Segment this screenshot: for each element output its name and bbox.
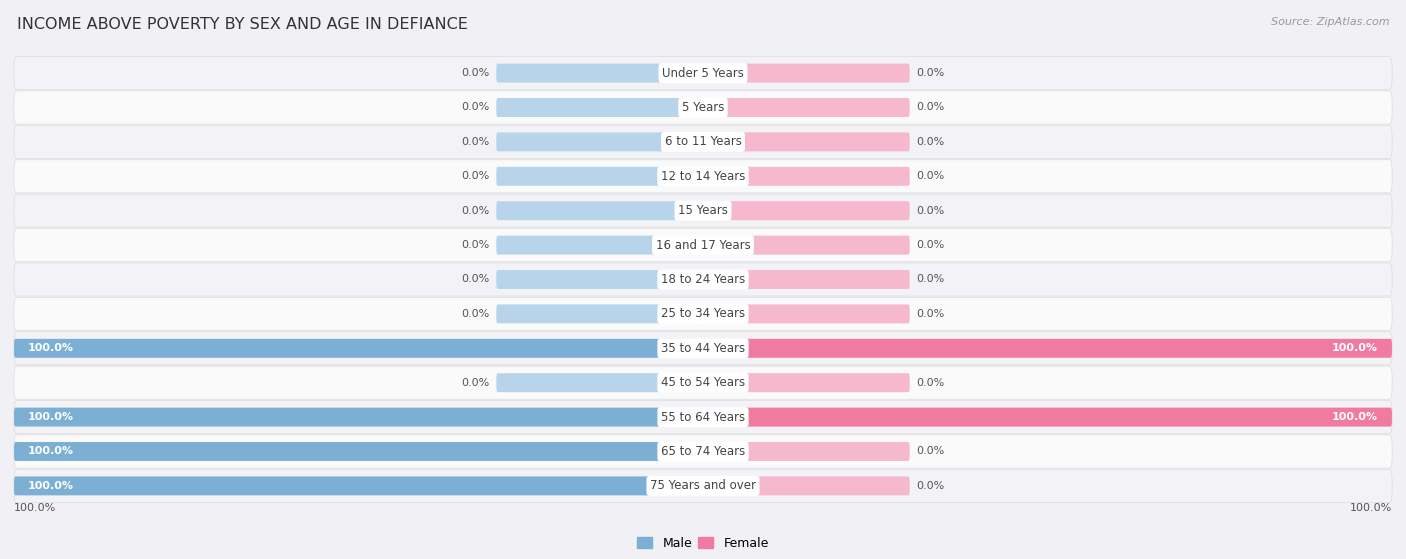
Text: 0.0%: 0.0% [461, 68, 489, 78]
FancyBboxPatch shape [703, 64, 910, 83]
FancyBboxPatch shape [14, 339, 703, 358]
Text: 0.0%: 0.0% [917, 137, 945, 147]
FancyBboxPatch shape [14, 91, 1392, 124]
FancyBboxPatch shape [14, 229, 1392, 262]
FancyBboxPatch shape [703, 476, 910, 495]
Text: 0.0%: 0.0% [917, 274, 945, 285]
Text: 55 to 64 Years: 55 to 64 Years [661, 411, 745, 424]
FancyBboxPatch shape [496, 167, 703, 186]
Text: 0.0%: 0.0% [917, 68, 945, 78]
Text: 0.0%: 0.0% [461, 102, 489, 112]
Legend: Male, Female: Male, Female [633, 532, 773, 555]
Text: 5 Years: 5 Years [682, 101, 724, 114]
FancyBboxPatch shape [14, 56, 1392, 89]
Text: 0.0%: 0.0% [461, 309, 489, 319]
FancyBboxPatch shape [14, 125, 1392, 158]
Text: 0.0%: 0.0% [917, 378, 945, 388]
Text: 0.0%: 0.0% [461, 378, 489, 388]
Text: 100.0%: 100.0% [1350, 503, 1392, 513]
FancyBboxPatch shape [496, 98, 703, 117]
FancyBboxPatch shape [14, 435, 1392, 468]
Text: Under 5 Years: Under 5 Years [662, 67, 744, 79]
Text: 0.0%: 0.0% [917, 171, 945, 181]
Text: 0.0%: 0.0% [917, 481, 945, 491]
FancyBboxPatch shape [14, 332, 1392, 365]
FancyBboxPatch shape [703, 339, 1392, 358]
Text: Source: ZipAtlas.com: Source: ZipAtlas.com [1271, 17, 1389, 27]
Text: 100.0%: 100.0% [14, 503, 56, 513]
Text: 75 Years and over: 75 Years and over [650, 480, 756, 492]
FancyBboxPatch shape [496, 201, 703, 220]
Text: 100.0%: 100.0% [28, 343, 75, 353]
FancyBboxPatch shape [703, 270, 910, 289]
FancyBboxPatch shape [703, 408, 1392, 427]
FancyBboxPatch shape [14, 476, 703, 495]
FancyBboxPatch shape [496, 236, 703, 254]
FancyBboxPatch shape [14, 194, 1392, 227]
Text: INCOME ABOVE POVERTY BY SEX AND AGE IN DEFIANCE: INCOME ABOVE POVERTY BY SEX AND AGE IN D… [17, 17, 468, 32]
Text: 25 to 34 Years: 25 to 34 Years [661, 307, 745, 320]
Text: 0.0%: 0.0% [461, 206, 489, 216]
FancyBboxPatch shape [703, 132, 910, 151]
FancyBboxPatch shape [703, 201, 910, 220]
Text: 12 to 14 Years: 12 to 14 Years [661, 170, 745, 183]
FancyBboxPatch shape [703, 442, 910, 461]
FancyBboxPatch shape [14, 408, 703, 427]
FancyBboxPatch shape [496, 64, 703, 83]
Text: 0.0%: 0.0% [461, 274, 489, 285]
Text: 65 to 74 Years: 65 to 74 Years [661, 445, 745, 458]
Text: 6 to 11 Years: 6 to 11 Years [665, 135, 741, 148]
Text: 100.0%: 100.0% [1331, 412, 1378, 422]
Text: 0.0%: 0.0% [917, 447, 945, 457]
FancyBboxPatch shape [14, 297, 1392, 330]
Text: 0.0%: 0.0% [917, 102, 945, 112]
Text: 0.0%: 0.0% [461, 171, 489, 181]
FancyBboxPatch shape [703, 167, 910, 186]
Text: 15 Years: 15 Years [678, 204, 728, 217]
FancyBboxPatch shape [14, 470, 1392, 503]
Text: 0.0%: 0.0% [917, 240, 945, 250]
FancyBboxPatch shape [496, 373, 703, 392]
FancyBboxPatch shape [496, 305, 703, 323]
FancyBboxPatch shape [496, 270, 703, 289]
FancyBboxPatch shape [703, 236, 910, 254]
FancyBboxPatch shape [14, 366, 1392, 399]
FancyBboxPatch shape [703, 373, 910, 392]
Text: 100.0%: 100.0% [28, 447, 75, 457]
Text: 0.0%: 0.0% [917, 206, 945, 216]
Text: 0.0%: 0.0% [461, 240, 489, 250]
FancyBboxPatch shape [703, 98, 910, 117]
FancyBboxPatch shape [14, 263, 1392, 296]
Text: 16 and 17 Years: 16 and 17 Years [655, 239, 751, 252]
Text: 18 to 24 Years: 18 to 24 Years [661, 273, 745, 286]
FancyBboxPatch shape [14, 442, 703, 461]
Text: 100.0%: 100.0% [28, 412, 75, 422]
FancyBboxPatch shape [496, 132, 703, 151]
Text: 100.0%: 100.0% [28, 481, 75, 491]
Text: 0.0%: 0.0% [461, 137, 489, 147]
Text: 45 to 54 Years: 45 to 54 Years [661, 376, 745, 389]
Text: 100.0%: 100.0% [1331, 343, 1378, 353]
FancyBboxPatch shape [703, 305, 910, 323]
FancyBboxPatch shape [14, 160, 1392, 193]
FancyBboxPatch shape [14, 401, 1392, 434]
Text: 35 to 44 Years: 35 to 44 Years [661, 342, 745, 355]
Text: 0.0%: 0.0% [917, 309, 945, 319]
